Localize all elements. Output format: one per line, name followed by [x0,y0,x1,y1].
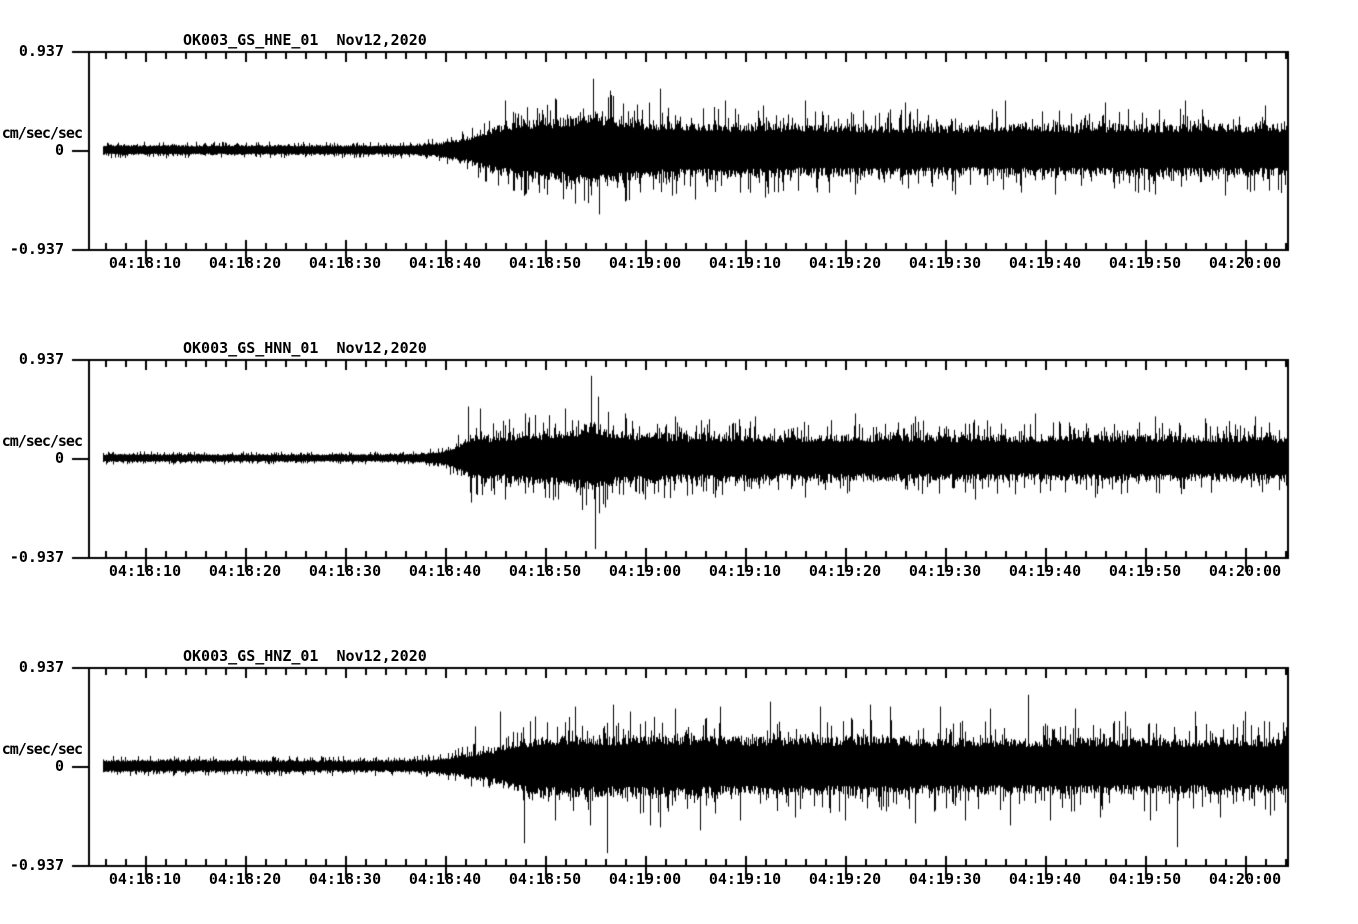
x-tick-label: 04:19:10 [708,254,782,272]
x-tick-label: 04:18:30 [308,254,382,272]
x-tick-label: 04:19:00 [608,562,682,580]
x-tick-label: 04:18:40 [408,562,482,580]
x-tick-label: 04:18:50 [508,562,582,580]
x-tick-label: 04:19:30 [908,254,982,272]
panel-title-date: Nov12,2020 [336,339,427,357]
x-tick-label: 04:19:40 [1008,562,1082,580]
y-tick-label-min: -0.937 [9,240,64,258]
x-tick-label: 04:19:40 [1008,254,1082,272]
x-tick-label: 04:20:00 [1208,254,1282,272]
y-axis-unit-label: cm/sec/sec [1,124,83,142]
y-tick-label-min: -0.937 [9,856,64,874]
x-tick-label: 04:18:30 [308,870,382,888]
x-tick-label: 04:19:50 [1108,562,1182,580]
y-axis-unit-label: cm/sec/sec [1,432,83,450]
x-tick-label: 04:18:50 [508,870,582,888]
y-tick-label-zero: 0 [54,141,64,159]
panel-title-date: Nov12,2020 [336,31,427,49]
panel-title: OK003_GS_HNN_01 Nov12,2020 [183,340,427,356]
x-tick-label: 04:19:00 [608,870,682,888]
x-tick-label: 04:19:20 [808,870,882,888]
x-tick-label: 04:18:20 [208,562,282,580]
x-tick-label: 04:18:10 [108,870,182,888]
x-tick-label: 04:18:10 [108,254,182,272]
x-tick-label: 04:18:30 [308,562,382,580]
x-tick-label: 04:19:20 [808,254,882,272]
panel-title-date: Nov12,2020 [336,647,427,665]
y-tick-label-zero: 0 [54,449,64,467]
panel-title-station: OK003_GS_HNE_01 [183,31,319,49]
panel-title-station: OK003_GS_HNZ_01 [183,647,319,665]
x-tick-label: 04:18:50 [508,254,582,272]
x-tick-label: 04:18:40 [408,870,482,888]
x-tick-label: 04:20:00 [1208,870,1282,888]
x-tick-label: 04:19:50 [1108,870,1182,888]
x-tick-label: 04:19:10 [708,562,782,580]
y-tick-label-zero: 0 [54,757,64,775]
y-axis-unit-label: cm/sec/sec [1,740,83,758]
x-tick-label: 04:19:00 [608,254,682,272]
y-tick-label-max: 0.937 [18,42,64,60]
x-tick-label: 04:20:00 [1208,562,1282,580]
panel-title: OK003_GS_HNE_01 Nov12,2020 [183,32,427,48]
y-tick-label-max: 0.937 [18,658,64,676]
x-tick-label: 04:19:10 [708,870,782,888]
y-tick-label-max: 0.937 [18,350,64,368]
x-tick-label: 04:18:20 [208,254,282,272]
y-tick-label-min: -0.937 [9,548,64,566]
x-tick-label: 04:19:50 [1108,254,1182,272]
x-tick-label: 04:19:30 [908,562,982,580]
x-tick-label: 04:18:10 [108,562,182,580]
panel-title-station: OK003_GS_HNN_01 [183,339,319,357]
panel-title: OK003_GS_HNZ_01 Nov12,2020 [183,648,427,664]
x-tick-label: 04:19:40 [1008,870,1082,888]
x-tick-label: 04:18:40 [408,254,482,272]
x-tick-label: 04:18:20 [208,870,282,888]
x-tick-label: 04:19:30 [908,870,982,888]
x-tick-label: 04:19:20 [808,562,882,580]
